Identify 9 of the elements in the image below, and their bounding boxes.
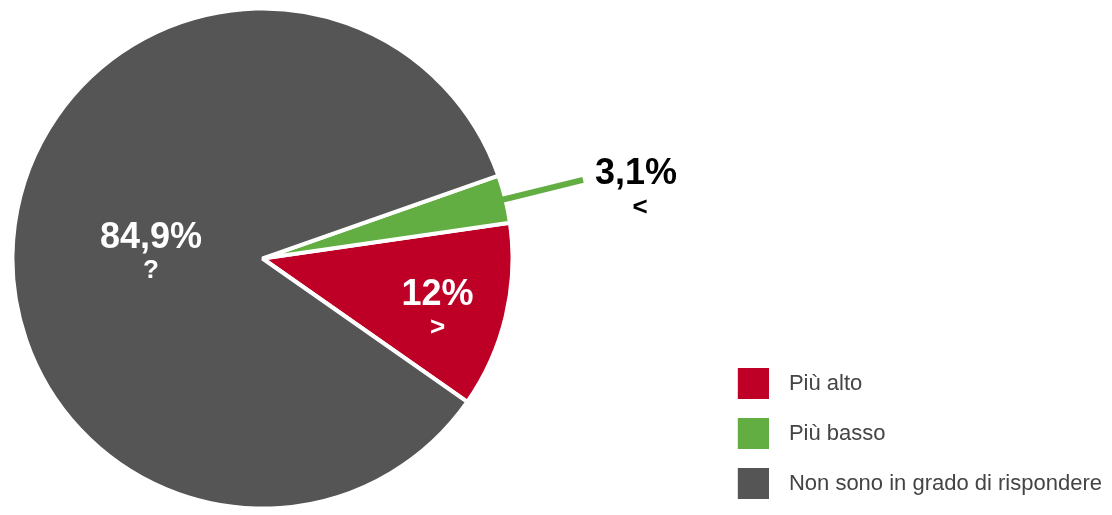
legend-label: Non sono in grado di rispondere bbox=[788, 470, 1102, 496]
data-label: 3,1% bbox=[595, 151, 678, 193]
text: ? bbox=[143, 254, 159, 285]
data-label: 84,9% bbox=[100, 214, 203, 256]
text: > bbox=[430, 311, 446, 342]
text: < bbox=[632, 190, 648, 221]
legend-label: Più basso bbox=[788, 420, 886, 446]
legend-label: Più alto bbox=[788, 370, 863, 396]
data-label: 12% bbox=[401, 271, 474, 313]
